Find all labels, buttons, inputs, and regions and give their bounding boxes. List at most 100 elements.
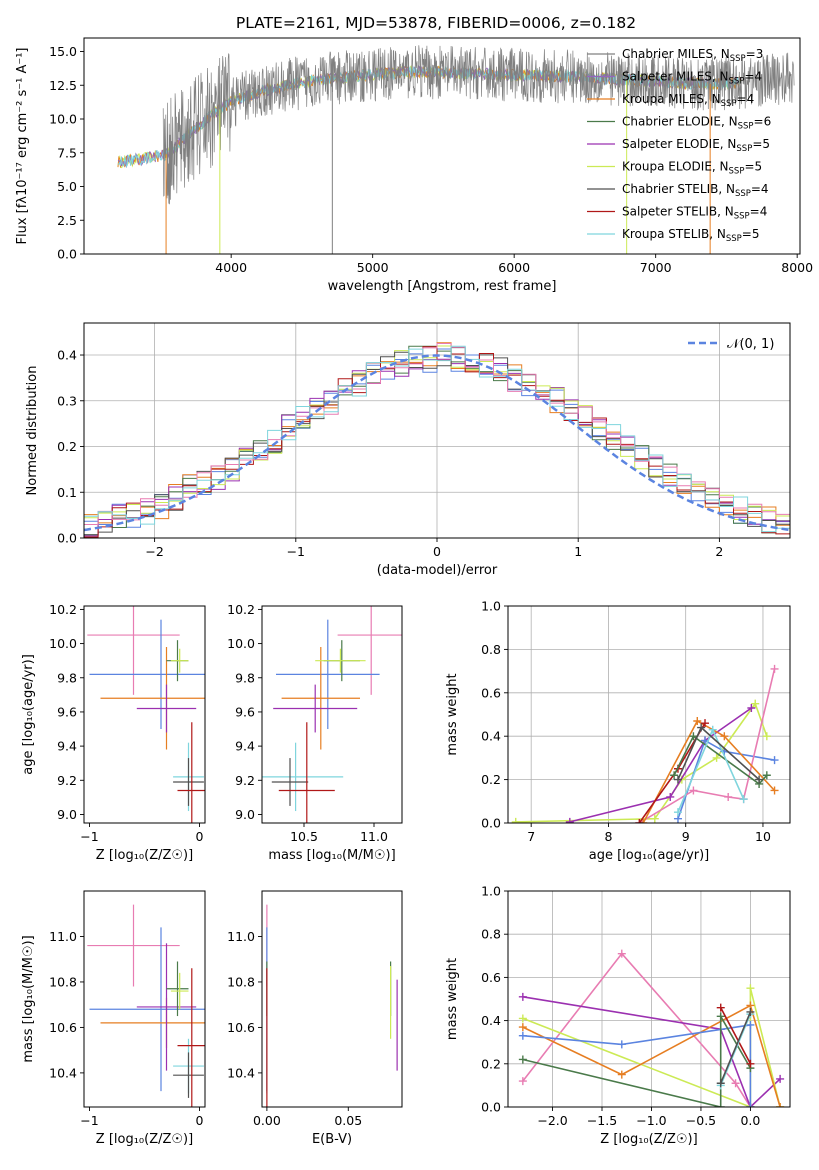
legend-name: Salpeter STELIB, N bbox=[622, 205, 734, 219]
legend-sub: SSP bbox=[736, 144, 752, 154]
x-tick-label: −1 bbox=[80, 829, 98, 844]
weight-marker bbox=[518, 992, 527, 1001]
x-tick-label: −2.0 bbox=[537, 1113, 567, 1128]
panel-mass_vs_Z: −1 0 10.4 10.6 10.8 11.0 Z [log₁₀(Z/Z☉)] mass [… bbox=[21, 890, 206, 1147]
weight-marker bbox=[746, 1020, 755, 1029]
weight-marker bbox=[518, 1031, 527, 1040]
weight-marker bbox=[666, 792, 675, 801]
legend-sub: SSP bbox=[730, 54, 746, 64]
y-tick-label: 0.0 bbox=[57, 247, 77, 262]
weight-line-salpeter_elodie bbox=[522, 996, 781, 1107]
y-tick-label: 0.4 bbox=[481, 1013, 501, 1028]
weight-marker bbox=[716, 1003, 725, 1012]
weight-marker bbox=[712, 753, 721, 762]
observed-spectrum bbox=[162, 45, 795, 205]
legend-name: Chabrier STELIB, N bbox=[622, 182, 735, 196]
legend-label: Chabrier ELODIE, NSSP=6 bbox=[622, 115, 771, 132]
panel-weight_vs_Z: −2.0 −1.5 −1.0 −0.5 0.0 0.0 0.2 0.4 0.6 0.8 1.0 Z [… bbox=[445, 884, 791, 1147]
y-axis-label: Flux [fλ10⁻¹⁷ erg cm⁻² s⁻¹ A⁻¹] bbox=[15, 48, 30, 245]
normal-curve bbox=[84, 354, 790, 532]
weight-marker bbox=[670, 771, 679, 780]
x-tick-label: 0.05 bbox=[334, 1113, 362, 1128]
residual-histogram-kroupa_stelib bbox=[84, 345, 790, 533]
weight-marker bbox=[716, 1103, 725, 1107]
legend-suffix: =5 bbox=[744, 160, 762, 174]
y-tick-label: 9.6 bbox=[57, 704, 77, 719]
x-tick-label: −1.5 bbox=[587, 1113, 617, 1128]
weight-marker bbox=[518, 1014, 527, 1023]
weight-marker bbox=[635, 819, 644, 823]
residual-histogram-pink_series bbox=[84, 343, 790, 525]
weight-line-salpeter_stelib bbox=[719, 1007, 752, 1065]
y-tick-label: 1.0 bbox=[481, 884, 501, 899]
y-tick-label: 9.4 bbox=[57, 739, 77, 754]
weight-marker bbox=[617, 949, 626, 958]
plot-area bbox=[84, 342, 790, 538]
y-tick-label: 9.8 bbox=[57, 670, 77, 685]
x-tick-label: 7 bbox=[527, 829, 535, 844]
weight-line-chabrier_elodie bbox=[522, 1013, 752, 1107]
weight-marker bbox=[751, 699, 760, 708]
axes-frame bbox=[83, 605, 206, 824]
x-tick-label: 0 bbox=[433, 544, 441, 559]
x-tick-label: −1 bbox=[287, 544, 305, 559]
y-tick-label: 9.0 bbox=[57, 807, 77, 822]
x-tick-label: 9 bbox=[682, 829, 690, 844]
y-tick-label: 9.0 bbox=[235, 807, 255, 822]
y-tick-label: 5.0 bbox=[57, 179, 77, 194]
x-tick-label: −1 bbox=[80, 1113, 98, 1128]
weight-marker bbox=[673, 775, 682, 784]
axes-frame bbox=[83, 890, 206, 1108]
axes-frame bbox=[507, 890, 791, 1108]
y-tick-label: 0.2 bbox=[57, 439, 77, 454]
legend-suffix: =5 bbox=[742, 227, 760, 241]
weight-marker bbox=[673, 808, 682, 817]
y-tick-label: 11.0 bbox=[49, 929, 77, 944]
y-tick-label: 10.0 bbox=[49, 636, 77, 651]
weight-marker bbox=[511, 817, 520, 823]
legend-label: Kroupa MILES, NSSP=4 bbox=[622, 92, 754, 109]
y-tick-label: 0.2 bbox=[481, 1056, 501, 1071]
axes-frame bbox=[261, 890, 403, 1108]
x-tick-label: 6000 bbox=[498, 260, 530, 275]
legend-label: 𝒩(0, 1) bbox=[727, 337, 774, 352]
legend-sub: SSP bbox=[726, 234, 742, 244]
weight-marker bbox=[689, 786, 698, 795]
weight-line-kroupa_miles bbox=[522, 1004, 781, 1107]
y-tick-label: 10.6 bbox=[49, 1020, 77, 1035]
legend-name: Salpeter MILES, N bbox=[622, 70, 729, 84]
panel-residuals: −2 −1 0 1 2 0.0 0.1 0.2 0.3 0.4 (data-model)/error… bbox=[25, 322, 791, 578]
weight-marker bbox=[639, 819, 648, 823]
weight-marker bbox=[693, 717, 702, 726]
y-tick-label: 10.2 bbox=[49, 602, 77, 617]
weight-marker bbox=[746, 1103, 755, 1107]
y-tick-label: 1.0 bbox=[481, 599, 501, 614]
y-tick-label: 9.8 bbox=[235, 670, 255, 685]
x-tick-label: 2 bbox=[715, 544, 723, 559]
weight-marker bbox=[746, 1059, 755, 1068]
legend-sub: SSP bbox=[729, 77, 745, 87]
x-axis-label: E(B-V) bbox=[312, 1132, 352, 1147]
legend-sub: SSP bbox=[734, 212, 750, 222]
legend-label: Kroupa ELODIE, NSSP=5 bbox=[622, 160, 762, 177]
plot-area bbox=[262, 606, 402, 823]
weight-marker bbox=[518, 1077, 527, 1086]
weight-marker bbox=[518, 1023, 527, 1032]
y-tick-label: 10.6 bbox=[227, 1020, 255, 1035]
legend-suffix: =4 bbox=[751, 182, 769, 196]
panel-weight_vs_age: 7 8 9 10 0.0 0.2 0.4 0.6 0.8 1.0 age [log₁₀(age/yr… bbox=[445, 599, 791, 863]
x-tick-label: 0.0 bbox=[740, 1113, 760, 1128]
panel-age_vs_mass: 10.5 11.0 9.0 9.2 9.4 9.6 9.8 10.0 10.2 mass [log… bbox=[227, 602, 403, 863]
y-tick-label: 10.4 bbox=[49, 1065, 77, 1080]
legend-name: Kroupa STELIB, N bbox=[622, 227, 726, 241]
y-tick-label: 9.2 bbox=[235, 773, 255, 788]
weight-line-kroupa_stelib bbox=[677, 727, 745, 813]
x-tick-label: 7000 bbox=[640, 260, 672, 275]
panel-spectrum: 4000 5000 6000 7000 8000 0.0 2.5 5.0 7.5 10.0 12.5… bbox=[15, 37, 813, 294]
weight-line-salpeter_elodie bbox=[569, 707, 752, 823]
y-axis-label: mass weight bbox=[445, 958, 460, 1040]
y-axis-label: age [log₁₀(age/yr)] bbox=[21, 654, 36, 775]
weight-line-chabrier_stelib bbox=[719, 1011, 752, 1084]
x-tick-label: 5000 bbox=[357, 260, 389, 275]
